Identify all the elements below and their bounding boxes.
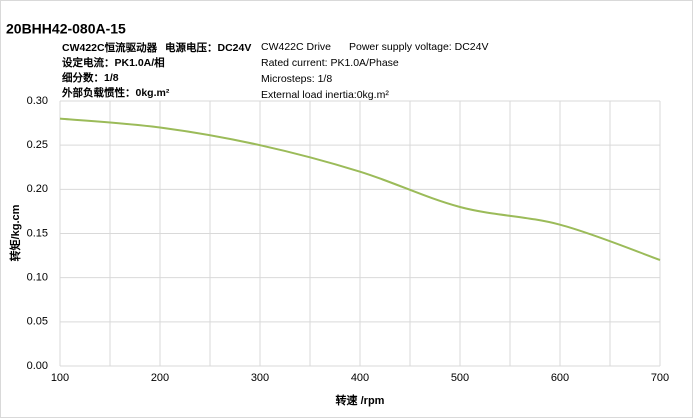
- y-tick-label: 0.15: [27, 227, 48, 239]
- y-tick-label: 0.00: [27, 360, 48, 372]
- annotation: 细分数：1/8: [62, 71, 119, 84]
- x-axis-title: 转速 /rpm: [336, 393, 385, 407]
- x-tick-label: 500: [451, 372, 469, 384]
- chart-title: 20BHH42-080A-15: [6, 21, 126, 37]
- y-tick-label: 0.25: [27, 139, 48, 151]
- x-tick-label: 600: [551, 372, 569, 384]
- data-line: [59, 117, 661, 261]
- y-tick-label: 0.05: [27, 316, 48, 328]
- annotation: 设定电流：PK1.0A/相: [62, 56, 165, 69]
- x-tick-label: 300: [251, 372, 269, 384]
- x-tick-label: 700: [651, 372, 669, 384]
- y-tick-label: 0.10: [27, 272, 48, 284]
- annotation: Rated current: PK1.0A/Phase: [261, 57, 399, 69]
- annotation: Microsteps: 1/8: [261, 73, 332, 85]
- y-axis-title: 转矩/kg.cm: [8, 204, 22, 261]
- y-tick-label: 0.20: [27, 183, 48, 195]
- annotation: 电源电压：DC24V: [165, 41, 251, 54]
- annotation: External load inertia:0kg.m²: [261, 89, 389, 101]
- x-tick-label: 400: [351, 372, 369, 384]
- y-tick-label: 0.30: [27, 95, 48, 107]
- x-tick-label: 200: [151, 372, 169, 384]
- annotation: CW422C恒流驱动器: [62, 41, 158, 54]
- annotation: Power supply voltage: DC24V: [349, 41, 489, 53]
- annotation: CW422C Drive: [261, 41, 331, 53]
- x-tick-label: 100: [51, 372, 69, 384]
- annotation: 外部负载惯性：0kg.m²: [61, 86, 170, 99]
